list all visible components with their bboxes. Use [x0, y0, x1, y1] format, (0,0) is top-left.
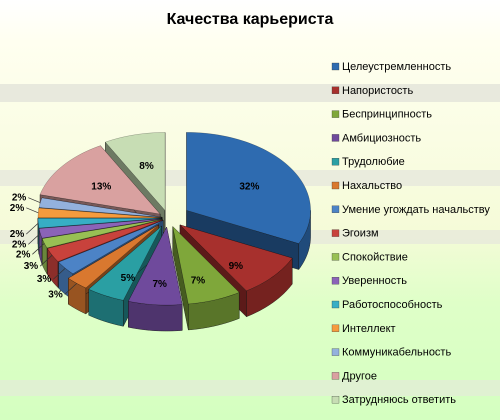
legend-label: Трудолюбие — [342, 156, 405, 168]
legend-item: Нахальство — [331, 180, 402, 192]
legend-item: Затрудняюсь ответить — [331, 394, 456, 406]
legend-item: Работоспособность — [331, 299, 443, 311]
pie-slice-side — [88, 288, 124, 327]
pie-slice-top — [186, 132, 311, 244]
legend-item: Спокойствие — [331, 251, 408, 263]
data-label-leader — [28, 233, 41, 245]
legend-label: Спокойствие — [342, 251, 408, 263]
data-label: 9% — [229, 261, 244, 272]
data-label: 7% — [191, 276, 206, 287]
data-label-leader — [39, 254, 53, 267]
legend-label: Коммуникабельность — [342, 347, 451, 359]
pie-slice — [172, 225, 240, 331]
data-label-leader — [64, 283, 77, 295]
pie-slice-side — [188, 292, 240, 331]
pie-slice-top — [39, 145, 161, 215]
data-label-leader — [26, 207, 39, 214]
data-label-leader — [26, 222, 39, 235]
data-label-leader — [32, 243, 45, 255]
data-label: 2% — [10, 229, 25, 240]
legend-label: Амбициозность — [342, 132, 421, 144]
legend-swatch — [331, 300, 340, 309]
legend-label: Работоспособность — [342, 299, 443, 311]
legend-swatch — [331, 253, 340, 261]
background-band — [0, 84, 500, 102]
legend-swatch — [331, 205, 340, 213]
legend: Целеустремленность Напористость Беспринцип… — [331, 61, 490, 406]
pie-slice-top — [41, 218, 163, 249]
legend-label: Уверенность — [342, 275, 407, 287]
data-label: 2% — [12, 239, 27, 250]
legend-item: Трудолюбие — [331, 156, 405, 168]
pie-slice-side — [37, 218, 40, 255]
data-label: 7% — [152, 279, 167, 290]
pie-slice — [127, 226, 183, 332]
legend-swatch — [331, 348, 340, 356]
data-label: 3% — [37, 274, 52, 285]
pie-slice-top — [179, 224, 293, 292]
pie-slice-top — [172, 225, 240, 305]
data-label: 5% — [121, 273, 136, 284]
legend-label: Напористость — [342, 85, 413, 97]
data-label-leader — [28, 197, 41, 203]
data-label: 2% — [16, 249, 31, 260]
pie-slice-side — [38, 228, 43, 265]
legend-item: Эгоизм — [331, 228, 379, 240]
legend-swatch — [331, 324, 340, 332]
data-labels: 32%9%7%7%5%3%3%3%2%2%2%2%2%13%8% — [10, 161, 260, 300]
legend-swatch — [331, 110, 340, 118]
legend-item: Амбициозность — [331, 132, 421, 144]
chart-title: Качества карьериста — [167, 11, 334, 28]
legend-swatch — [331, 181, 340, 190]
data-label: 2% — [12, 193, 27, 204]
data-label: 3% — [48, 289, 63, 300]
legend-swatch — [331, 277, 340, 285]
legend-label: Нахальство — [342, 180, 402, 192]
legend-item: Умение угождать начальству — [331, 204, 490, 216]
legend-label: Другое — [342, 370, 377, 382]
legend-label: Целеустремленность — [342, 61, 451, 73]
pie-slice-side — [128, 300, 183, 332]
legend-label: Эгоизм — [342, 228, 379, 240]
legend-swatch — [331, 229, 340, 237]
legend-swatch — [331, 134, 340, 142]
pie-slices — [37, 132, 311, 332]
legend-item: Другое — [331, 370, 377, 382]
data-label: 32% — [239, 181, 259, 192]
legend-swatch — [331, 396, 340, 404]
legend-label: Беспринципность — [342, 109, 432, 121]
data-label: 8% — [139, 161, 154, 172]
data-label: 2% — [10, 203, 25, 214]
legend-swatch — [331, 158, 340, 166]
legend-item: Уверенность — [331, 275, 407, 287]
legend-item: Коммуникабельность — [331, 347, 451, 359]
legend-swatch — [331, 86, 340, 94]
legend-item: Целеустремленность — [331, 61, 451, 73]
legend-label: Умение угождать начальству — [342, 204, 490, 216]
legend-swatch — [331, 372, 340, 380]
legend-item: Беспринципность — [331, 109, 432, 121]
background-band — [0, 380, 500, 396]
legend-item: Интеллект — [331, 323, 396, 335]
pie-slice-top — [127, 226, 183, 306]
legend-swatch — [331, 62, 340, 71]
legend-label: Затрудняюсь ответить — [342, 394, 456, 406]
pie-slice-top — [104, 132, 166, 212]
data-label-leader — [53, 267, 66, 280]
data-label: 13% — [91, 181, 111, 192]
pie-slice-side — [298, 210, 311, 271]
legend-item: Напористость — [331, 85, 413, 97]
data-label: 3% — [24, 261, 39, 272]
legend-label: Интеллект — [342, 323, 396, 335]
pie-slice-top — [88, 225, 162, 301]
pie-slice-top — [58, 220, 164, 275]
pie-slice-side — [246, 257, 293, 318]
